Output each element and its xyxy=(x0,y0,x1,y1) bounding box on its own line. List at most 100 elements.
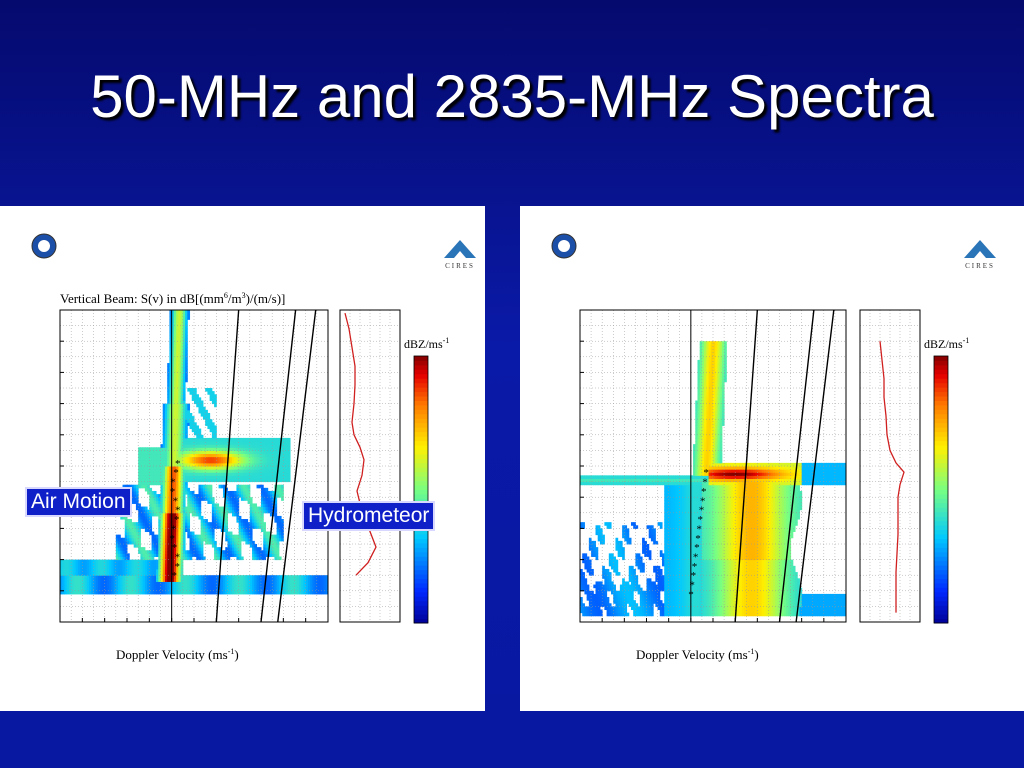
heatmap-cell xyxy=(171,403,175,408)
heatmap-cell xyxy=(185,316,188,320)
heatmap-cell xyxy=(826,609,829,614)
heatmap-cell xyxy=(194,581,197,586)
heatmap-cell xyxy=(178,406,182,411)
heatmap-cell xyxy=(837,606,840,611)
heatmap-cell xyxy=(180,590,184,595)
heatmap-cell xyxy=(138,559,141,564)
heatmap-cell xyxy=(187,550,191,554)
heatmap-cell xyxy=(178,338,182,342)
heatmap-cell xyxy=(272,475,275,479)
heatmap-cell xyxy=(129,528,132,533)
heatmap-cell xyxy=(138,506,141,511)
heatmap-cell xyxy=(823,597,827,601)
heatmap-cell xyxy=(173,453,177,458)
heatmap-cell xyxy=(169,384,173,389)
heatmap-cell xyxy=(209,444,213,448)
heatmap-cell xyxy=(724,600,727,604)
heatmap-cell xyxy=(249,534,253,539)
heatmap-cell xyxy=(180,372,184,377)
heatmap-cell xyxy=(236,515,240,520)
heatmap-cell xyxy=(786,593,789,598)
heatmap-cell xyxy=(140,572,144,576)
heatmap-cell xyxy=(200,453,204,458)
heatmap-cell xyxy=(138,531,141,536)
heatmap-cell xyxy=(185,359,188,364)
heatmap-cell xyxy=(272,459,275,464)
heatmap-cell xyxy=(261,587,264,592)
heatmap-cell xyxy=(225,466,228,470)
heatmap-cell xyxy=(269,459,273,464)
heatmap-cell xyxy=(763,593,767,598)
heatmap-cell xyxy=(274,534,278,539)
heatmap-cell xyxy=(151,590,155,595)
heatmap-cell xyxy=(254,575,258,579)
heatmap-cell xyxy=(189,475,193,479)
heatmap-cell xyxy=(708,606,712,611)
heatmap-cell xyxy=(167,481,170,486)
heatmap-cell xyxy=(757,609,761,614)
heatmap-cell xyxy=(223,528,226,533)
heatmap-cell xyxy=(218,515,222,520)
heatmap-cell xyxy=(635,612,639,617)
heatmap-cell xyxy=(158,581,161,586)
heatmap-cell xyxy=(106,572,110,576)
heatmap-cell xyxy=(115,537,119,542)
heatmap-cell xyxy=(252,472,255,476)
heatmap-cell xyxy=(138,572,141,576)
heatmap-cell xyxy=(176,419,179,423)
heatmap-cell xyxy=(245,466,249,470)
heatmap-cell xyxy=(182,534,186,539)
heatmap-cell xyxy=(122,572,126,576)
heatmap-cell xyxy=(211,506,215,511)
heatmap-cell xyxy=(133,565,137,570)
heatmap-cell xyxy=(619,597,623,601)
heatmap-cell xyxy=(151,462,155,467)
heatmap-cell xyxy=(240,466,244,470)
heatmap-cell xyxy=(211,400,215,405)
heatmap-cell xyxy=(133,578,137,582)
heatmap-cell xyxy=(200,409,204,414)
heatmap-cell xyxy=(724,593,727,598)
heatmap-cell xyxy=(173,456,177,461)
heatmap-cell xyxy=(252,553,255,557)
heatmap-cell xyxy=(584,612,588,617)
heatmap-cell xyxy=(138,534,141,539)
heatmap-cell xyxy=(263,453,266,458)
heatmap-cell xyxy=(220,478,224,483)
heatmap-cell xyxy=(60,568,63,573)
heatmap-cell xyxy=(151,453,155,458)
heatmap-cell xyxy=(261,459,264,464)
heatmap-cell xyxy=(231,544,235,548)
heatmap-cell xyxy=(269,584,273,589)
heatmap-cell xyxy=(149,568,153,573)
heatmap-cell xyxy=(104,584,108,589)
heatmap-cell xyxy=(144,475,148,479)
heatmap-cell xyxy=(196,459,199,464)
heatmap-cell xyxy=(178,310,182,314)
heatmap-cell xyxy=(668,593,672,598)
heatmap-cell xyxy=(158,472,161,476)
heatmap-cell xyxy=(187,447,191,451)
heatmap-cell xyxy=(169,550,173,554)
heatmap-cell xyxy=(597,612,601,617)
heatmap-cell xyxy=(229,503,233,508)
heatmap-cell xyxy=(169,344,173,348)
heatmap-cell xyxy=(194,506,197,511)
heatmap-cell xyxy=(151,481,155,486)
heatmap-cell xyxy=(124,515,128,520)
heatmap-cell xyxy=(746,593,749,598)
heatmap-cell xyxy=(256,509,260,514)
heatmap-cell xyxy=(799,600,803,604)
heatmap-cell xyxy=(274,581,278,586)
heatmap-cell xyxy=(216,506,220,511)
heatmap-cell xyxy=(249,544,253,548)
heatmap-cell xyxy=(180,319,184,323)
heatmap-cell xyxy=(77,581,81,586)
heatmap-cell xyxy=(238,437,242,442)
heatmap-cell xyxy=(173,553,177,557)
heatmap-cell xyxy=(91,590,94,595)
heatmap-cell xyxy=(173,322,177,327)
heatmap-cell xyxy=(630,603,634,607)
heatmap-cell xyxy=(173,484,177,489)
heatmap-cell xyxy=(182,478,186,483)
